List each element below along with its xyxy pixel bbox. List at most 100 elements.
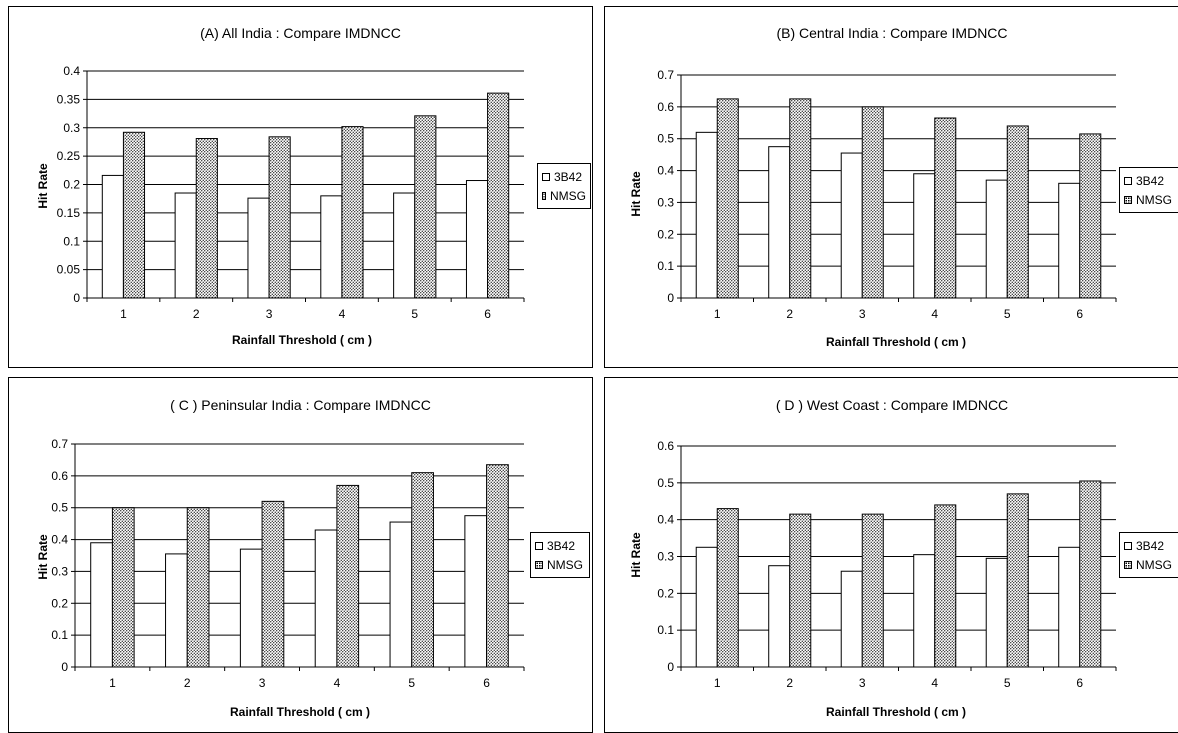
bar-nmsg — [1079, 480, 1102, 668]
legend-item-nmsg: NMSG — [535, 555, 585, 574]
legend-item-3b42: 3B42 — [1124, 536, 1178, 555]
x-tick-label: 2 — [786, 676, 793, 690]
y-tick-label: 0.4 — [63, 64, 80, 78]
y-tick-label: 0.15 — [57, 206, 81, 220]
y-axis-label: Hit Rate — [36, 163, 50, 209]
y-tick-label: 0.1 — [51, 628, 68, 642]
x-tick-label: 2 — [786, 307, 793, 321]
legend-label: 3B42 — [547, 538, 576, 553]
chart-title: ( C ) Peninsular India : Compare IMDNCC — [170, 397, 431, 413]
chart-title: (A) All India : Compare IMDNCC — [200, 25, 401, 41]
legend: 3B42 NMSG — [1119, 532, 1178, 578]
chart-panel-central-india: (B) Central India : Compare IMDNCC 0 0.1 0… — [604, 6, 1178, 368]
bar-3b42 — [695, 546, 718, 668]
y-tick-label: 0.5 — [51, 501, 68, 515]
bar-3b42 — [165, 553, 188, 668]
chart-plot: 0 0.1 0.2 0.3 0.4 0.5 0.6 1 2 3 4 5 6 — [657, 439, 1117, 690]
y-axis-label: Hit Rate — [36, 534, 50, 580]
legend-swatch-3b42 — [1124, 176, 1132, 185]
x-tick-label: 1 — [714, 307, 721, 321]
bar-3b42 — [464, 515, 488, 668]
bar-nmsg — [934, 117, 957, 299]
y-tick-label: 0 — [667, 291, 674, 305]
x-tick-label: 3 — [859, 307, 866, 321]
bar-3b42 — [465, 180, 489, 299]
bar-nmsg — [414, 115, 437, 299]
legend-swatch-3b42 — [535, 541, 543, 550]
y-tick-label: 0 — [73, 291, 80, 305]
x-tick-label: 1 — [714, 676, 721, 690]
legend: 3B42 NMSG — [537, 163, 591, 209]
x-tick-label: 5 — [408, 676, 415, 690]
x-tick-label: 1 — [109, 676, 116, 690]
y-tick-label: 0.6 — [657, 100, 674, 114]
x-tick-label: 4 — [931, 676, 938, 690]
y-tick-label: 0.1 — [657, 623, 674, 637]
x-tick-label: 6 — [483, 676, 490, 690]
chart-panel-west-coast: ( D ) West Coast : Compare IMDNCC 0 0.1 0.… — [604, 377, 1178, 733]
chart-title: (B) Central India : Compare IMDNCC — [776, 25, 1008, 41]
legend-item-3b42: 3B42 — [1124, 171, 1178, 190]
bar-nmsg — [261, 500, 285, 668]
bar-nmsg — [934, 504, 957, 668]
x-tick-label: 1 — [120, 307, 127, 321]
x-tick-label: 3 — [259, 676, 266, 690]
bar-3b42 — [840, 570, 863, 668]
y-tick-label: 0.2 — [51, 596, 68, 610]
bar-3b42 — [985, 557, 1008, 668]
x-tick-label: 3 — [266, 307, 273, 321]
y-axis-label: Hit Rate — [629, 171, 643, 217]
x-tick-label: 3 — [859, 676, 866, 690]
legend: 3B42 NMSG — [1119, 167, 1178, 213]
legend-swatch-3b42 — [542, 172, 550, 181]
bar-3b42 — [389, 521, 413, 668]
x-tick-label: 4 — [334, 676, 341, 690]
bar-3b42 — [985, 179, 1008, 299]
bar-nmsg — [861, 513, 884, 668]
bar-3b42 — [174, 192, 197, 299]
y-tick-label: 0.2 — [657, 227, 674, 241]
y-tick-label: 0.6 — [51, 469, 68, 483]
bar-nmsg — [716, 508, 739, 668]
legend-item-nmsg: NMSG — [1124, 190, 1178, 209]
legend-item-3b42: 3B42 — [542, 167, 586, 186]
x-tick-label: 2 — [184, 676, 191, 690]
legend-item-nmsg: NMSG — [542, 186, 586, 205]
y-axis-label: Hit Rate — [629, 532, 643, 578]
x-axis-label: Rainfall Threshold ( cm ) — [229, 705, 370, 719]
legend-swatch-nmsg — [1124, 560, 1132, 569]
x-tick-label: 5 — [1004, 307, 1011, 321]
bar-3b42 — [840, 152, 863, 299]
y-tick-label: 0.2 — [657, 586, 674, 600]
y-tick-label: 0.05 — [57, 263, 81, 277]
y-tick-label: 0.7 — [657, 68, 674, 82]
chart-title: ( D ) West Coast : Compare IMDNCC — [775, 397, 1009, 413]
legend-swatch-nmsg — [535, 560, 543, 569]
chart-panel-all-india: (A) All India : Compare IMDNCC 0 0.05 0.1 0… — [8, 6, 593, 368]
bar-nmsg — [411, 472, 434, 668]
y-tick-label: 0.3 — [63, 121, 80, 135]
legend-label: NMSG — [1136, 192, 1172, 207]
bar-3b42 — [239, 548, 263, 668]
bar-3b42 — [90, 542, 113, 668]
bar-nmsg — [195, 138, 218, 299]
bar-nmsg — [336, 484, 360, 668]
bar-nmsg — [861, 106, 884, 299]
y-tick-label: 0.35 — [57, 92, 81, 106]
chart-plot: 0 0.1 0.2 0.3 0.4 0.5 0.6 0.7 1 2 3 4 5 6 — [657, 68, 1117, 321]
bar-nmsg — [268, 136, 291, 299]
bar-3b42 — [913, 554, 936, 668]
bar-nmsg — [1006, 493, 1029, 668]
legend-label: 3B42 — [1136, 538, 1165, 553]
legend-swatch-3b42 — [1124, 541, 1132, 550]
x-tick-label: 6 — [1076, 307, 1083, 321]
y-tick-label: 0 — [667, 660, 674, 674]
bar-3b42 — [913, 173, 936, 299]
legend-label: 3B42 — [1136, 173, 1165, 188]
bar-nmsg — [789, 513, 812, 668]
x-tick-label: 5 — [411, 307, 418, 321]
y-tick-label: 0.25 — [57, 149, 81, 163]
bar-3b42 — [695, 131, 718, 299]
bar-nmsg — [341, 126, 364, 299]
x-axis-label: Rainfall Threshold ( cm ) — [825, 335, 966, 349]
